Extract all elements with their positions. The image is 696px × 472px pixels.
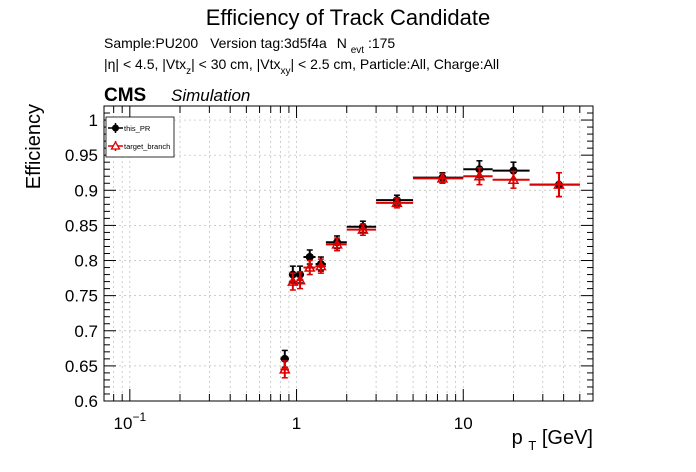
x-tick-label: 1 [292,414,301,433]
info-nevt-value: :175 [368,35,395,51]
y-tick-label: 0.7 [74,322,98,341]
info-sample: Sample:PU200 [104,35,198,51]
legend-label-target-branch: target_branch [124,142,170,151]
data-point [391,196,403,208]
y-tick-label: 0.6 [74,392,98,411]
legend-box [105,116,175,158]
data-point [294,274,306,285]
data-point [303,261,316,272]
series-layer [278,160,580,379]
legend-label-this-pr: this_PR [124,124,151,133]
data-point [553,178,565,189]
y-tick-label: 1 [89,111,98,130]
cms-label: CMS [104,85,146,106]
cms-sublabel: Simulation [171,86,250,105]
y-tick-label: 0.65 [65,357,98,376]
info-cut-segment: |η| < 4.5, |Vtx [104,56,186,72]
x-tick-label-base: 10 [454,414,473,433]
info-cut-segment: | < 2.5 cm, Particle:All, Charge:All [290,56,499,72]
x-axis-title: p T [GeV] [512,427,593,455]
info-cuts-line: |η| < 4.5, |Vtxz| < 30 cm, |Vtxxy| < 2.5… [104,56,499,77]
y-tick-label: 0.95 [65,146,98,165]
y-tick-label: 0.8 [74,252,98,271]
y-tick-label: 0.85 [65,216,98,235]
legend-marker-this-pr [112,124,119,132]
data-point [287,275,299,286]
info-cut-segment: z [186,66,191,77]
data-point [473,170,486,181]
data-point [357,223,369,234]
info-nevt-sub: evt [351,45,365,56]
info-cut-segment: | < 30 cm, |Vtx [191,56,280,72]
legend-marker-target-branch [110,140,121,150]
x-tick-label: 10−1 [114,410,147,433]
x-axis-title-base: p [512,427,523,449]
data-point [305,253,314,262]
info-cut-segment: xy [280,66,290,77]
grid-layer [103,106,594,402]
y-tick-label: 0.9 [74,181,98,200]
data-point [507,173,520,184]
x-axis-title-sub: T [528,438,536,453]
info-line-1: Sample:PU200 Version tag:3d5f4a N evt :1… [104,35,395,56]
data-point [436,172,449,183]
data-point [278,363,291,374]
x-tick-label: 10 [454,414,473,433]
data-point [315,260,327,271]
data-point [331,238,343,249]
x-axis-title-rest: [GeV] [542,427,593,449]
x-tick-label-base: 1 [292,414,301,433]
x-tick-label-exponent: −1 [132,410,146,424]
info-nevt-base: N [337,35,347,51]
chart-title: Efficiency of Track Candidate [206,5,491,30]
series-target_branch [278,167,580,379]
y-axis-title: Efficiency [23,104,45,189]
y-tick-label: 0.75 [65,287,98,306]
info-version: Version tag:3d5f4a [210,35,327,51]
x-tick-label-base: 10 [114,414,133,433]
legend: this_PR target_branch [105,116,175,158]
